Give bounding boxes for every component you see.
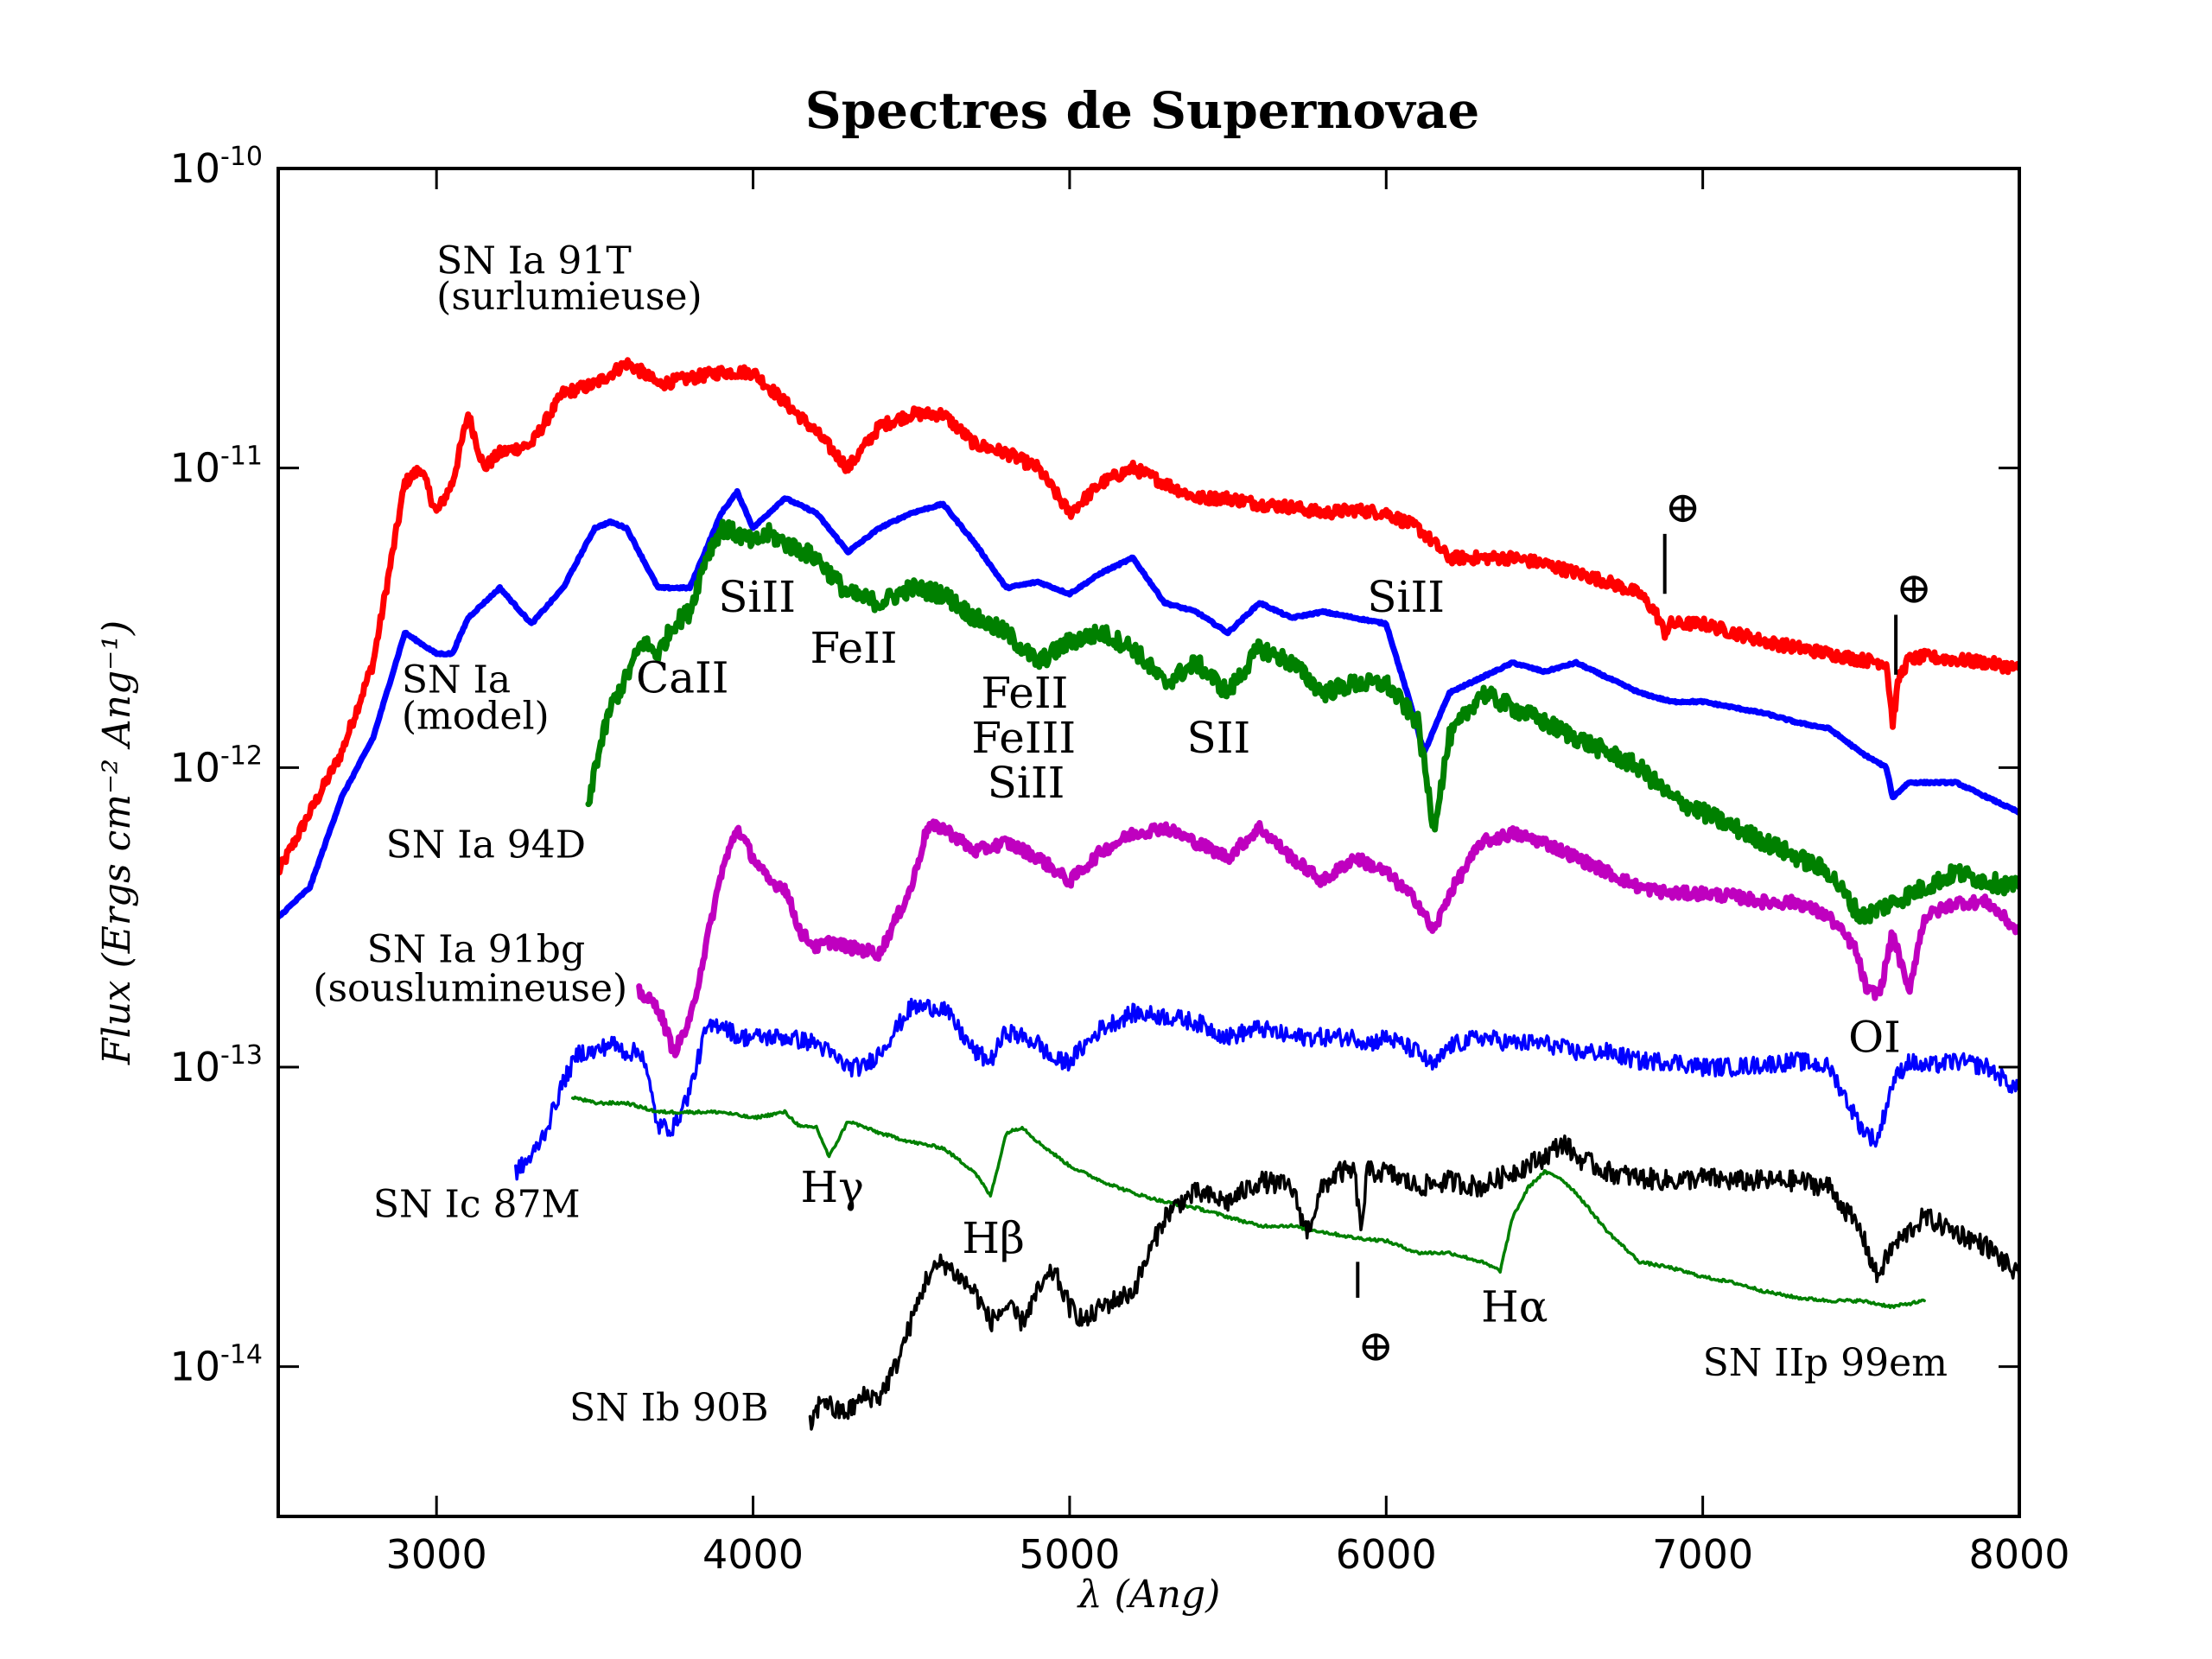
x-axis-label: λ (Ang) <box>1077 1573 1220 1617</box>
x-tick-label: 4000 <box>702 1531 804 1578</box>
annotation-label: ⊕ <box>1896 563 1932 613</box>
annotation-label: (souslumineuse) <box>313 967 627 1011</box>
x-tick-label: 3000 <box>386 1531 487 1578</box>
y-axis-label: Flux (Ergs cm⁻² Ang⁻¹) <box>95 620 139 1065</box>
telluric-markers <box>1356 533 1898 1298</box>
y-tick-label: 10-14 <box>169 1340 263 1390</box>
y-tick-label: 10-13 <box>169 1040 263 1090</box>
annotation-label: SiII <box>988 758 1065 808</box>
y-tick-exponent: -11 <box>220 442 263 472</box>
annotations-group: SN Ia 91T(surlumieuse) SN Ia(model) SN Ia … <box>313 238 1948 1430</box>
annotation-label: ⊕ <box>1665 482 1701 532</box>
y-tick-exponent: -14 <box>220 1340 263 1370</box>
annotation-label: (surlumieuse) <box>436 275 702 319</box>
y-tick-exponent: -10 <box>220 142 263 172</box>
annotation-label: SiII <box>1367 572 1445 622</box>
y-tick-label: 10-10 <box>169 142 263 192</box>
y-tick-base: 10 <box>169 445 220 492</box>
series-line-7 <box>808 1134 2019 1431</box>
x-tick-label: 5000 <box>1019 1531 1120 1578</box>
annotation-label: SN Ia 91T <box>436 238 632 283</box>
annotation-label: SN Ib 90B <box>569 1386 768 1430</box>
annotation-label: FeIII <box>971 713 1076 763</box>
x-tick-label: 6000 <box>1336 1531 1437 1578</box>
annotation-label: SiII <box>718 572 796 622</box>
series-line-3 <box>585 518 2019 925</box>
y-tick-exponent: -13 <box>220 1040 263 1071</box>
annotation-label: SN Ia 91bg <box>367 928 586 972</box>
y-tick-label: 10-11 <box>169 442 263 492</box>
series-group <box>278 357 2019 1431</box>
annotation-label: SN Ia <box>402 658 511 702</box>
annotation-label: ⊕ <box>1357 1321 1394 1371</box>
series-line-4 <box>636 818 2019 1058</box>
y-tick-base: 10 <box>169 744 220 791</box>
annotation-label: (model) <box>402 694 550 738</box>
annotation-label: CaII <box>636 653 729 703</box>
y-tick-base: 10 <box>169 1044 220 1090</box>
series-line-5 <box>514 997 2019 1181</box>
annotation-label: FeII <box>981 668 1068 718</box>
annotation-label: Hα <box>1481 1282 1548 1332</box>
x-tick-label: 7000 <box>1652 1531 1753 1578</box>
axis-ticks: 3000 4000 5000 6000 7000 800010-1010-1110-121… <box>169 142 2069 1578</box>
chart-title: Spectres de Supernovae <box>805 81 1480 140</box>
y-tick-base: 10 <box>169 1344 220 1390</box>
annotation-label: FeII <box>810 623 897 673</box>
y-tick-exponent: -12 <box>220 741 263 771</box>
y-tick-base: 10 <box>169 145 220 192</box>
x-tick-label: 8000 <box>1968 1531 2069 1578</box>
plot-area <box>278 357 2019 1431</box>
series-line-2 <box>278 487 2019 920</box>
annotation-label: SN Ia 94D <box>386 823 586 867</box>
series-line-1 <box>278 357 2019 876</box>
annotation-label: SN Ic 87M <box>373 1182 581 1226</box>
annotation-label: SII <box>1186 713 1250 763</box>
y-tick-label: 10-12 <box>169 741 263 791</box>
annotation-label: OI <box>1848 1013 1901 1063</box>
annotation-label: Hβ <box>962 1213 1025 1263</box>
plot-frame <box>276 167 2021 1518</box>
annotation-label: Hγ <box>801 1162 865 1212</box>
series-line-6 <box>570 1095 1926 1310</box>
annotation-label: SN IIp 99em <box>1703 1341 1948 1385</box>
